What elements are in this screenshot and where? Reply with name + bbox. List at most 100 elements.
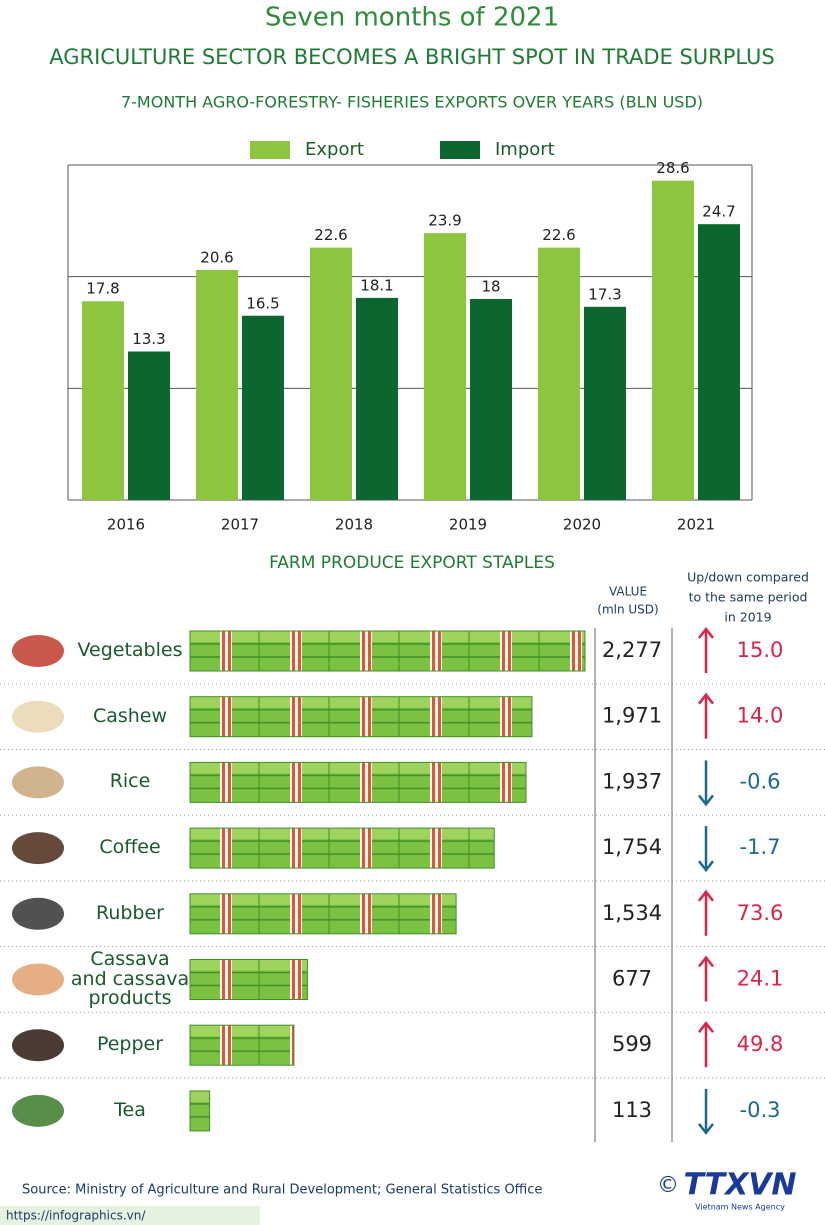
- legend-label: Import: [495, 139, 555, 160]
- category-label: Cashew: [92, 704, 168, 727]
- value-label: 17.3: [588, 285, 621, 303]
- change-label: 73.6: [737, 901, 784, 925]
- x-tick-label: 2021: [677, 516, 715, 534]
- category-label-box: Cassava and cassava products: [70, 948, 190, 1012]
- money-bar: [189, 1090, 211, 1132]
- bar: [652, 180, 694, 500]
- change-arrow: [698, 889, 714, 936]
- value-label: 18: [481, 278, 500, 296]
- category-label: Tea: [114, 1098, 146, 1121]
- category-label-box: Coffee: [70, 816, 190, 880]
- category-label-wrap: Cashew: [70, 685, 190, 749]
- category-label-box: Rubber: [70, 882, 190, 946]
- product-icon: [12, 1094, 64, 1127]
- change-arrow: [698, 760, 714, 807]
- value-label: 28.6: [656, 159, 689, 177]
- value-label: 24.7: [702, 203, 735, 221]
- legend-swatch: [250, 141, 290, 159]
- category-label-wrap: Rubber: [70, 882, 190, 946]
- x-tick-label: 2019: [449, 516, 487, 534]
- value-label: 2,277: [602, 638, 662, 662]
- title: Seven months of 2021: [265, 3, 559, 33]
- logo: TTXVN: [683, 1168, 796, 1203]
- money-bar: [189, 696, 533, 738]
- copyright: ©: [657, 1173, 679, 1198]
- value-label: 13.3: [132, 330, 165, 348]
- category-label-box: Pepper: [70, 1013, 190, 1077]
- category-label-wrap: Pepper: [70, 1013, 190, 1077]
- bar: [698, 224, 740, 500]
- change-arrow: [698, 1088, 714, 1135]
- value-label: 18.1: [360, 276, 393, 294]
- change-arrow: [698, 826, 714, 873]
- money-bar: [189, 761, 527, 803]
- category-label: Rice: [109, 770, 151, 793]
- bar: [196, 269, 238, 500]
- bar: [242, 315, 284, 500]
- product-icon: [12, 897, 64, 930]
- x-tick-label: 2020: [563, 516, 601, 534]
- value-label: 22.6: [542, 226, 575, 244]
- bar: [470, 299, 512, 500]
- change-arrow: [698, 692, 714, 739]
- change-header: in 2019: [724, 610, 771, 625]
- category-label: Rubber: [95, 901, 164, 924]
- bar: [538, 247, 580, 500]
- value-label: 599: [612, 1032, 652, 1056]
- product-icon: [12, 963, 64, 996]
- bar: [128, 351, 170, 500]
- category-label: Pepper: [96, 1033, 164, 1056]
- money-bar: [189, 893, 457, 935]
- headline: AGRICULTURE SECTOR BECOMES A BRIGHT SPOT…: [49, 45, 775, 69]
- change-header: Up/down compared: [687, 570, 809, 585]
- value-header: (mln USD): [597, 603, 658, 617]
- bar: [356, 297, 398, 500]
- money-bar: [189, 1024, 295, 1066]
- url-band: [0, 1206, 260, 1225]
- value-label: 1,754: [602, 835, 662, 859]
- change-label: -0.6: [740, 769, 781, 793]
- x-tick-label: 2016: [107, 516, 145, 534]
- legend-label: Export: [305, 139, 364, 160]
- product-icon: [12, 832, 64, 865]
- product-icon: [12, 1029, 64, 1062]
- change-arrow: [698, 626, 714, 673]
- change-label: 15.0: [737, 638, 784, 662]
- value-label: 113: [612, 1098, 652, 1122]
- change-arrow: [698, 955, 714, 1002]
- category-label-wrap: Cassava and cassava products: [70, 948, 190, 1012]
- change-label: 14.0: [737, 704, 784, 728]
- x-tick-label: 2018: [335, 516, 373, 534]
- value-label: 20.6: [200, 248, 233, 266]
- money-bar: [189, 630, 586, 672]
- change-label: -1.7: [740, 835, 781, 859]
- category-label: Cassava and cassava products: [70, 947, 190, 1010]
- change-arrow: [698, 1021, 714, 1068]
- value-label: 1,971: [602, 704, 662, 728]
- source: Source: Ministry of Agriculture and Rura…: [22, 1183, 542, 1198]
- value-label: 23.9: [428, 212, 461, 230]
- url: https://infographics.vn/: [6, 1209, 146, 1223]
- category-label-wrap: Coffee: [70, 816, 190, 880]
- product-icon: [12, 635, 64, 667]
- category-label: Vegetables: [77, 639, 183, 662]
- category-label-wrap: Vegetables: [70, 619, 190, 683]
- bar: [584, 306, 626, 500]
- value-label: 22.6: [314, 226, 347, 244]
- category-label: Coffee: [99, 836, 161, 859]
- bar: [82, 301, 124, 500]
- change-header: to the same period: [689, 590, 808, 605]
- x-tick-label: 2017: [221, 516, 259, 534]
- value-label: 17.8: [86, 280, 119, 298]
- value-header: VALUE: [609, 585, 647, 599]
- category-label-box: Tea: [70, 1079, 190, 1143]
- value-label: 1,534: [602, 901, 662, 925]
- category-label-wrap: Tea: [70, 1079, 190, 1143]
- product-icon: [12, 766, 64, 799]
- section-title: FARM PRODUCE EXPORT STAPLES: [269, 553, 555, 573]
- agency: Vietnam News Agency: [695, 1203, 785, 1212]
- money-bar: [189, 827, 495, 869]
- change-label: 24.1: [737, 967, 784, 991]
- money-bar: [189, 959, 308, 1000]
